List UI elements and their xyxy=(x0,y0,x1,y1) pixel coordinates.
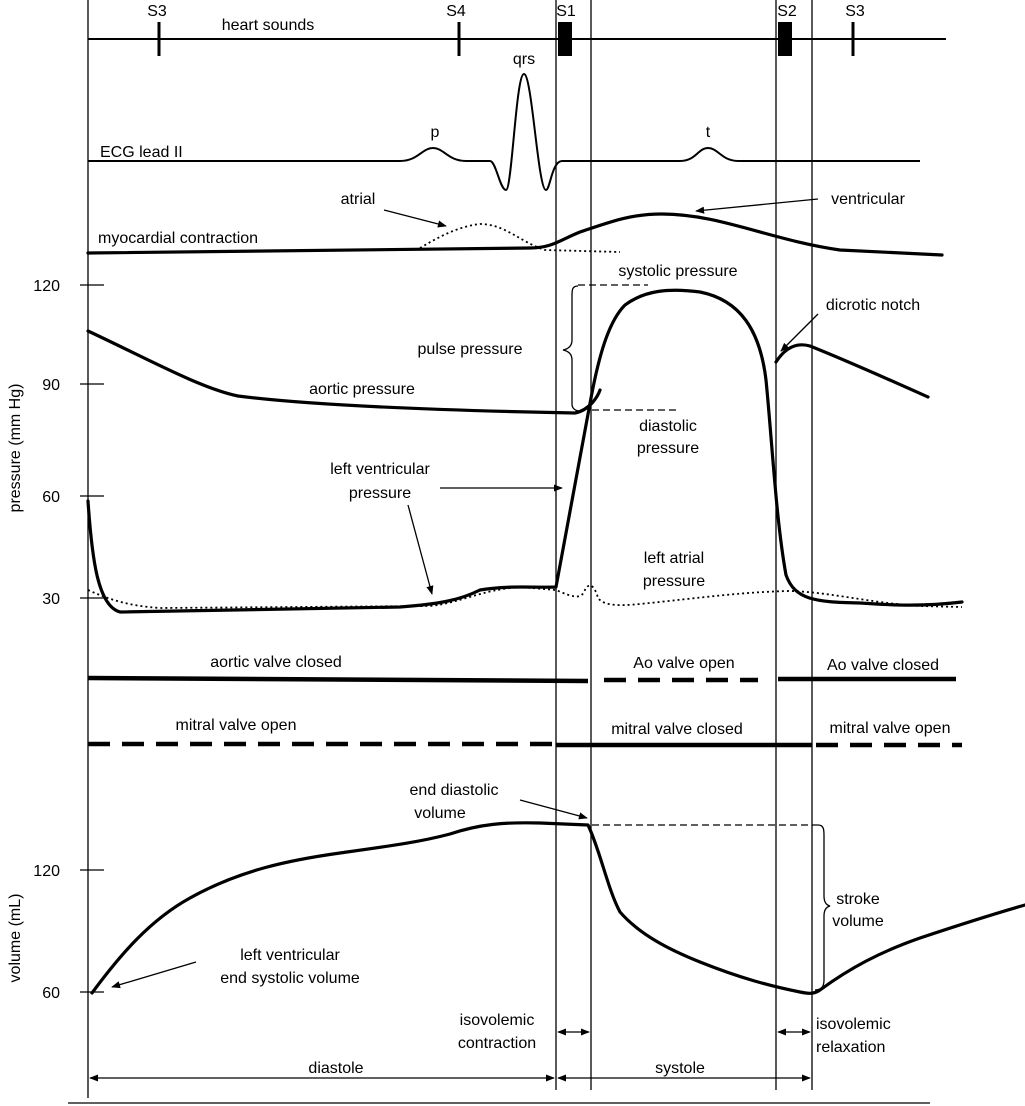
stroke-volume-label-1: stroke xyxy=(836,891,880,908)
edv-label-2: volume xyxy=(414,805,466,822)
marker-s2: S2 xyxy=(777,3,797,20)
dicrotic-notch-arrow xyxy=(780,313,819,352)
t-wave-label: t xyxy=(706,124,711,141)
aortic-pressure-curve xyxy=(86,329,602,415)
diastole-label: diastole xyxy=(308,1060,363,1077)
iso-contraction-label-2: contraction xyxy=(458,1035,536,1052)
iso-relaxation-label-1: isovolemic xyxy=(816,1016,891,1033)
ecg-trace: ECG lead II p qrs t xyxy=(88,51,920,191)
cardiac-phases: isovolemic contraction isovolemic relaxa… xyxy=(89,1012,891,1082)
lv-volume-curve xyxy=(90,821,1025,995)
contraction-label: myocardial contraction xyxy=(98,230,258,247)
lv-pressure-curve xyxy=(86,288,964,614)
ventricular-label: ventricular xyxy=(831,191,905,208)
systolic-pressure-label: systolic pressure xyxy=(618,263,737,280)
ao-valve-open-label: Ao valve open xyxy=(633,655,734,672)
s1-sound-bar xyxy=(558,22,572,56)
aortic-pressure-label: aortic pressure xyxy=(309,381,415,398)
mitral-valve-open-label-2: mitral valve open xyxy=(830,720,951,737)
myocardial-contraction: myocardial contraction atrial ventricula… xyxy=(86,191,944,257)
stroke-volume-brace xyxy=(814,824,831,991)
volume-tick-60: 60 xyxy=(42,985,60,1002)
stroke-volume-label-2: volume xyxy=(832,913,884,930)
atrial-arrow xyxy=(383,209,447,228)
heart-sounds-track: heart sounds S3 S4 S1 S2 S3 xyxy=(88,3,946,56)
diastolic-pressure-label-1: diastolic xyxy=(639,418,697,435)
volume-curves: end diastolic volume stroke volume left … xyxy=(90,782,1025,995)
diastolic-pressure-label-2: pressure xyxy=(637,440,699,457)
ao-valve-closed-label: Ao valve closed xyxy=(827,657,939,674)
mitral-valve-open-label: mitral valve open xyxy=(176,717,297,734)
pressure-tick-120: 120 xyxy=(33,278,60,295)
pressure-tick-30: 30 xyxy=(42,591,60,608)
volume-axis: 120 60 volume (mL) xyxy=(7,863,104,1002)
lv-pressure-label-1: left ventricular xyxy=(330,461,430,478)
iso-contraction-label-1: isovolemic xyxy=(460,1012,535,1029)
atrial-label: atrial xyxy=(341,191,376,208)
p-wave-label: p xyxy=(431,124,440,141)
edv-arrow xyxy=(519,799,588,820)
pressure-curves: systolic pressure pulse pressure dicroti… xyxy=(86,263,964,614)
pressure-tick-90: 90 xyxy=(42,377,60,394)
ventricular-arrow xyxy=(695,198,819,214)
pressure-tick-60: 60 xyxy=(42,489,60,506)
marker-s4: S4 xyxy=(446,3,466,20)
marker-s1: S1 xyxy=(556,3,576,20)
heart-sounds-title: heart sounds xyxy=(222,17,315,34)
mitral-valve-closed-label: mitral valve closed xyxy=(611,721,743,738)
ecg-label: ECG lead II xyxy=(100,144,183,161)
qrs-label: qrs xyxy=(513,51,535,68)
la-pressure-curve xyxy=(87,584,963,609)
valve-states: aortic valve closed Ao valve open Ao val… xyxy=(87,654,962,748)
pressure-axis: 120 90 60 30 pressure (mm Hg) xyxy=(7,278,104,608)
aortic-valve-closed-label: aortic valve closed xyxy=(210,654,342,671)
pulse-pressure-label: pulse pressure xyxy=(418,341,523,358)
dicrotic-notch-label: dicrotic notch xyxy=(826,297,920,314)
marker-s3-first: S3 xyxy=(147,3,167,20)
iso-relaxation-label-2: relaxation xyxy=(816,1039,885,1056)
s2-sound-bar xyxy=(778,22,792,56)
lv-pressure-label-2: pressure xyxy=(349,485,411,502)
esv-label-1: left ventricular xyxy=(240,947,340,964)
la-pressure-label-2: pressure xyxy=(643,573,705,590)
edv-label-1: end diastolic xyxy=(410,782,499,799)
systole-label: systole xyxy=(655,1060,705,1077)
esv-label-2: end systolic volume xyxy=(220,970,360,987)
lv-pressure-arrow-down xyxy=(407,504,434,595)
aortic-valve-closed-line xyxy=(87,675,589,684)
la-pressure-label-1: left atrial xyxy=(644,550,704,567)
pulse-pressure-brace xyxy=(562,285,581,412)
volume-axis-label: volume (mL) xyxy=(7,894,24,983)
phase-divider-lines xyxy=(68,0,930,1104)
esv-arrow xyxy=(111,961,197,989)
aortic-after-notch-curve xyxy=(774,343,930,399)
pressure-axis-label: pressure (mm Hg) xyxy=(7,384,24,513)
marker-s3-second: S3 xyxy=(845,3,865,20)
volume-tick-120: 120 xyxy=(33,863,60,880)
